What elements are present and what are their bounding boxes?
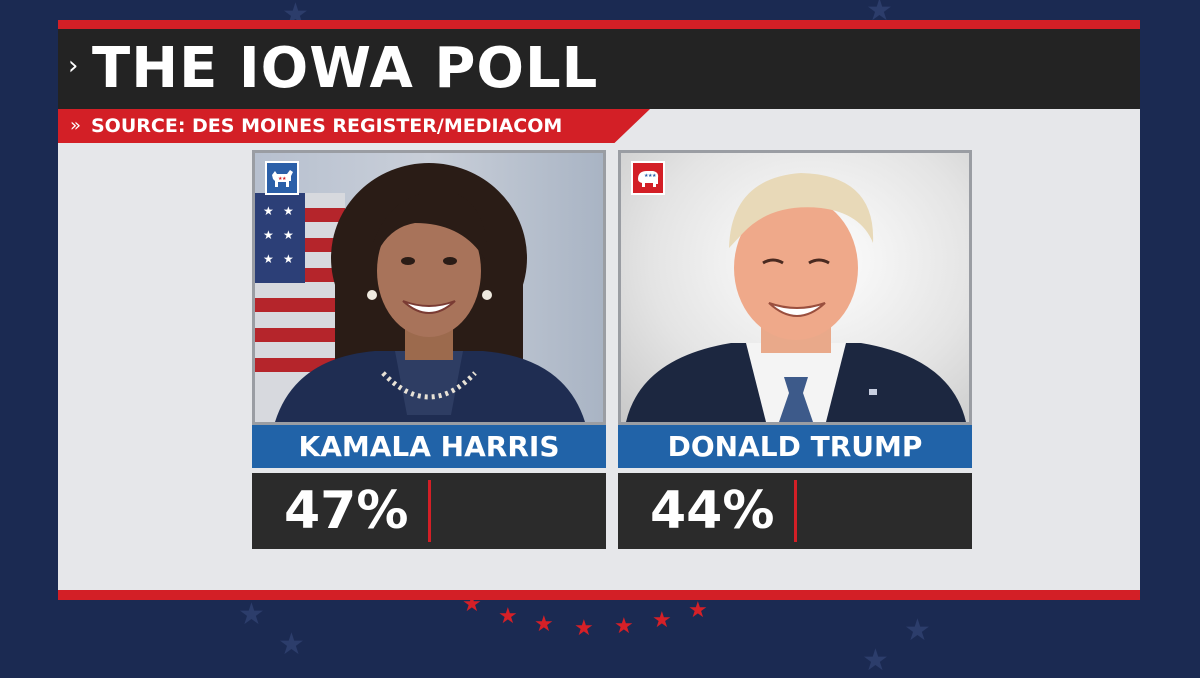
- svg-text:★: ★: [283, 252, 294, 266]
- star-icon: ★: [862, 643, 889, 678]
- svg-text:★: ★: [263, 252, 274, 266]
- double-chevron-icon: »: [70, 115, 82, 136]
- svg-text:★: ★: [283, 204, 294, 218]
- title-bar: › THE IOWA POLL: [58, 29, 1140, 109]
- bottom-red-rule: [58, 590, 1140, 600]
- candidate-name: DONALD TRUMP: [618, 425, 972, 468]
- source-bar: » SOURCE: DES MOINES REGISTER/MEDIACOM: [58, 109, 650, 143]
- donkey-icon: ★ ★: [265, 161, 299, 195]
- star-icon: ★: [688, 598, 708, 623]
- svg-text:★: ★: [644, 173, 649, 179]
- svg-text:★: ★: [283, 228, 294, 242]
- star-icon: ★: [534, 612, 554, 637]
- poll-percent: 44%: [650, 481, 775, 541]
- poll-percent: 47%: [284, 481, 409, 541]
- source-label: SOURCE: DES MOINES REGISTER/MEDIACOM: [91, 115, 563, 137]
- percent-box: 44%: [618, 473, 972, 549]
- candidate-name: KAMALA HARRIS: [252, 425, 606, 468]
- percent-box: 47%: [252, 473, 606, 549]
- svg-text:★: ★: [648, 173, 653, 179]
- svg-text:★: ★: [652, 173, 657, 179]
- top-red-rule: [58, 20, 1140, 29]
- page-title: THE IOWA POLL: [92, 36, 599, 101]
- svg-text:★: ★: [282, 176, 287, 182]
- svg-text:★: ★: [278, 176, 283, 182]
- percent-divider: [794, 480, 797, 542]
- svg-text:★: ★: [263, 204, 274, 218]
- star-icon: ★: [614, 614, 634, 639]
- trump-portrait: [626, 173, 966, 422]
- star-icon: ★: [238, 597, 265, 632]
- candidate-photo: ★ ★ ★ ★ ★ ★: [252, 150, 606, 425]
- star-icon: ★: [904, 613, 931, 648]
- svg-text:★: ★: [263, 228, 274, 242]
- star-icon: ★: [498, 604, 518, 629]
- percent-divider: [428, 480, 431, 542]
- star-icon: ★: [652, 608, 672, 633]
- elephant-icon: ★ ★ ★: [631, 161, 665, 195]
- candidate-photo: ★ ★ ★: [618, 150, 972, 425]
- chevron-right-icon: ›: [68, 51, 79, 81]
- star-icon: ★: [574, 616, 594, 641]
- harris-portrait: ★ ★ ★ ★ ★ ★: [255, 163, 585, 422]
- star-icon: ★: [278, 627, 305, 662]
